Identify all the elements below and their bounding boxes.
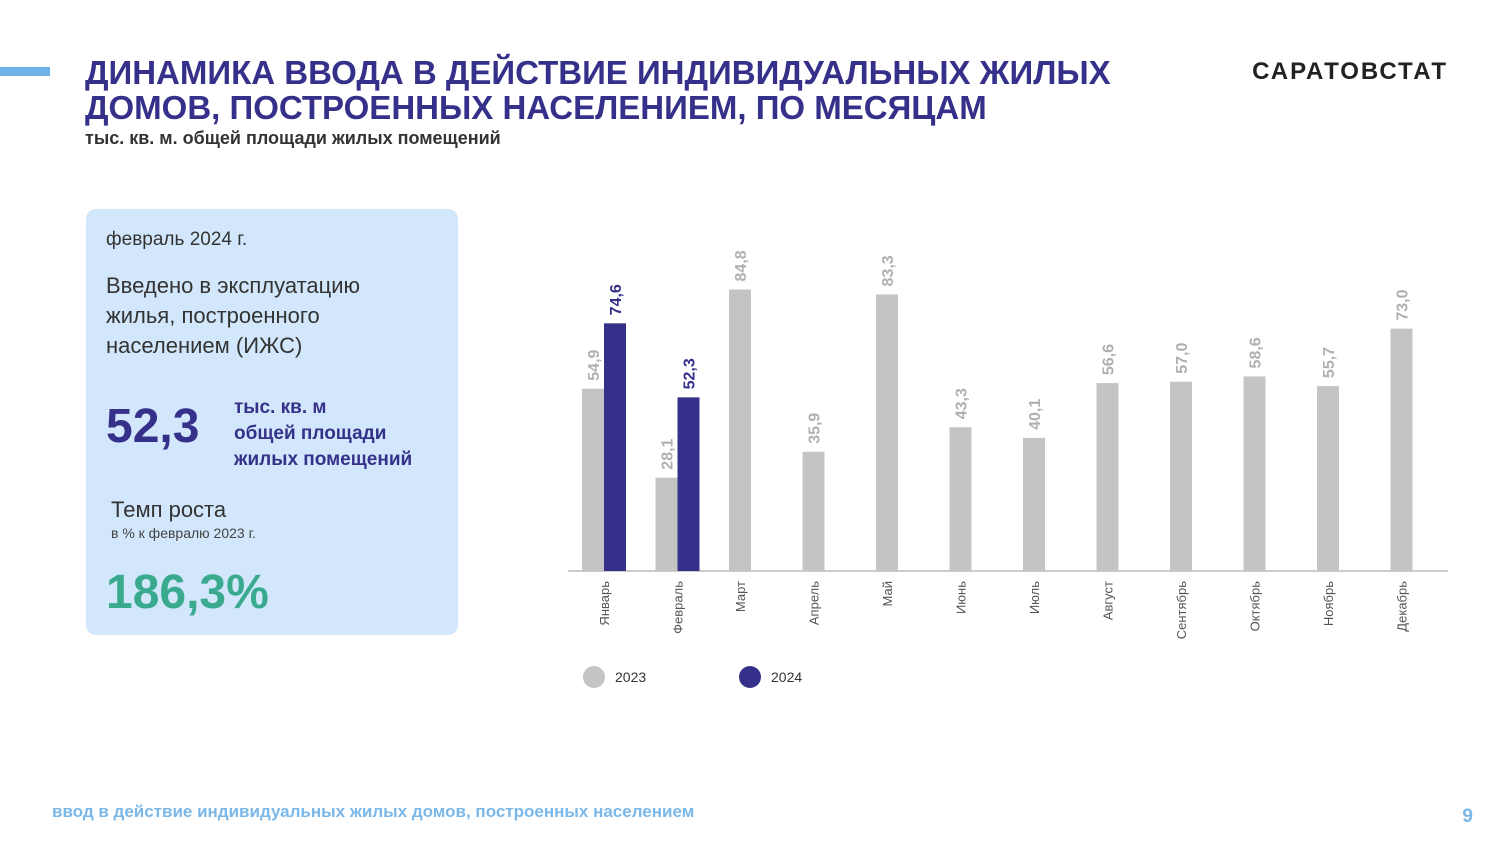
bar-2023-4 (802, 451, 825, 571)
growth-title: Темп роста (111, 497, 227, 522)
data-label-2023-1: 54,9 (586, 349, 603, 380)
category-label: Август (1101, 581, 1116, 620)
bar-2023-9 (1170, 381, 1192, 571)
card-unit: тыс. кв. м общей площади жилых помещений (234, 395, 454, 473)
bar-2023-5 (876, 294, 898, 571)
category-label: Декабрь (1395, 581, 1410, 632)
footer-text: ввод в действие индивидуальных жилых дом… (52, 802, 695, 821)
data-label-2023-6: 43,3 (954, 388, 971, 419)
growth-value: 186,3% (106, 566, 269, 619)
category-label: Июль (1027, 581, 1042, 614)
bar-2024-1 (604, 323, 626, 571)
data-label-2023-9: 57,0 (1174, 343, 1191, 374)
data-label-2023-2: 28,1 (660, 438, 677, 469)
bar-2023-10 (1243, 376, 1266, 571)
brand-logo: САРАТОВСТАТ (1252, 58, 1448, 85)
category-label: Март (733, 581, 748, 612)
summary-card: февраль 2024 г. Введено в эксплуатацию ж… (86, 209, 458, 635)
data-label-2024-1: 74,6 (608, 284, 625, 315)
data-label-2023-7: 40,1 (1027, 399, 1044, 430)
card-unit-line: тыс. кв. м (234, 397, 327, 418)
data-label-2023-4: 35,9 (807, 413, 824, 444)
category-label: Ноябрь (1321, 581, 1336, 626)
category-label: Сентябрь (1174, 581, 1189, 639)
accent-bar (0, 67, 50, 76)
category-label: Октябрь (1248, 581, 1263, 632)
category-label: Июнь (954, 581, 969, 614)
data-label-2023-8: 56,6 (1101, 344, 1118, 375)
bar-2023-6 (949, 427, 972, 571)
card-period: февраль 2024 г. (106, 229, 248, 250)
bar-2023-8 (1096, 383, 1119, 571)
bar-2023-7 (1023, 437, 1045, 571)
legend-swatch-2024 (739, 666, 761, 688)
card-unit-line: общей площади (234, 423, 387, 444)
bar-2023-11 (1317, 386, 1339, 571)
legend-item-2024: 2024 (739, 666, 802, 688)
bar-2023-3 (729, 289, 751, 571)
legend-label-2023: 2023 (615, 669, 647, 685)
card-description: Введено в эксплуатацию жилья, построенно… (106, 273, 361, 358)
legend-label-2024: 2024 (771, 669, 803, 685)
growth-note: в % к февралю 2023 г. (111, 525, 256, 541)
data-label-2024-2: 52,3 (682, 358, 699, 389)
page-subtitle: тыс. кв. м. общей площади жилых помещени… (85, 128, 501, 148)
category-label: Февраль (671, 581, 686, 634)
bar-2024-2 (677, 397, 700, 571)
category-label: Январь (597, 581, 612, 626)
bar-2023-1 (582, 388, 604, 571)
page-number: 9 (1462, 806, 1473, 827)
category-label: Апрель (807, 581, 822, 625)
data-label-2023-3: 84,8 (733, 250, 750, 281)
data-label-2023-11: 55,7 (1321, 347, 1338, 378)
category-label: Май (880, 581, 895, 606)
bar-chart: 54,9 74,6 Январь 28,1 52,3 Февраль 84,8 Март 35,… (568, 250, 1448, 639)
page-title: ДИНАМИКА ВВОДА В ДЕЙСТВИЕ ИНДИВИДУАЛЬНЫХ… (85, 54, 1111, 126)
legend-item-2023: 2023 (583, 666, 646, 688)
bar-2023-12 (1390, 328, 1413, 571)
data-label-2023-5: 83,3 (880, 255, 897, 286)
bar-2023-2 (655, 477, 678, 571)
legend-swatch-2023 (583, 666, 605, 688)
data-label-2023-12: 73,0 (1395, 289, 1412, 320)
card-value: 52,3 (106, 400, 200, 453)
data-label-2023-10: 58,6 (1248, 337, 1265, 368)
card-unit-line: жилых помещений (234, 449, 413, 470)
